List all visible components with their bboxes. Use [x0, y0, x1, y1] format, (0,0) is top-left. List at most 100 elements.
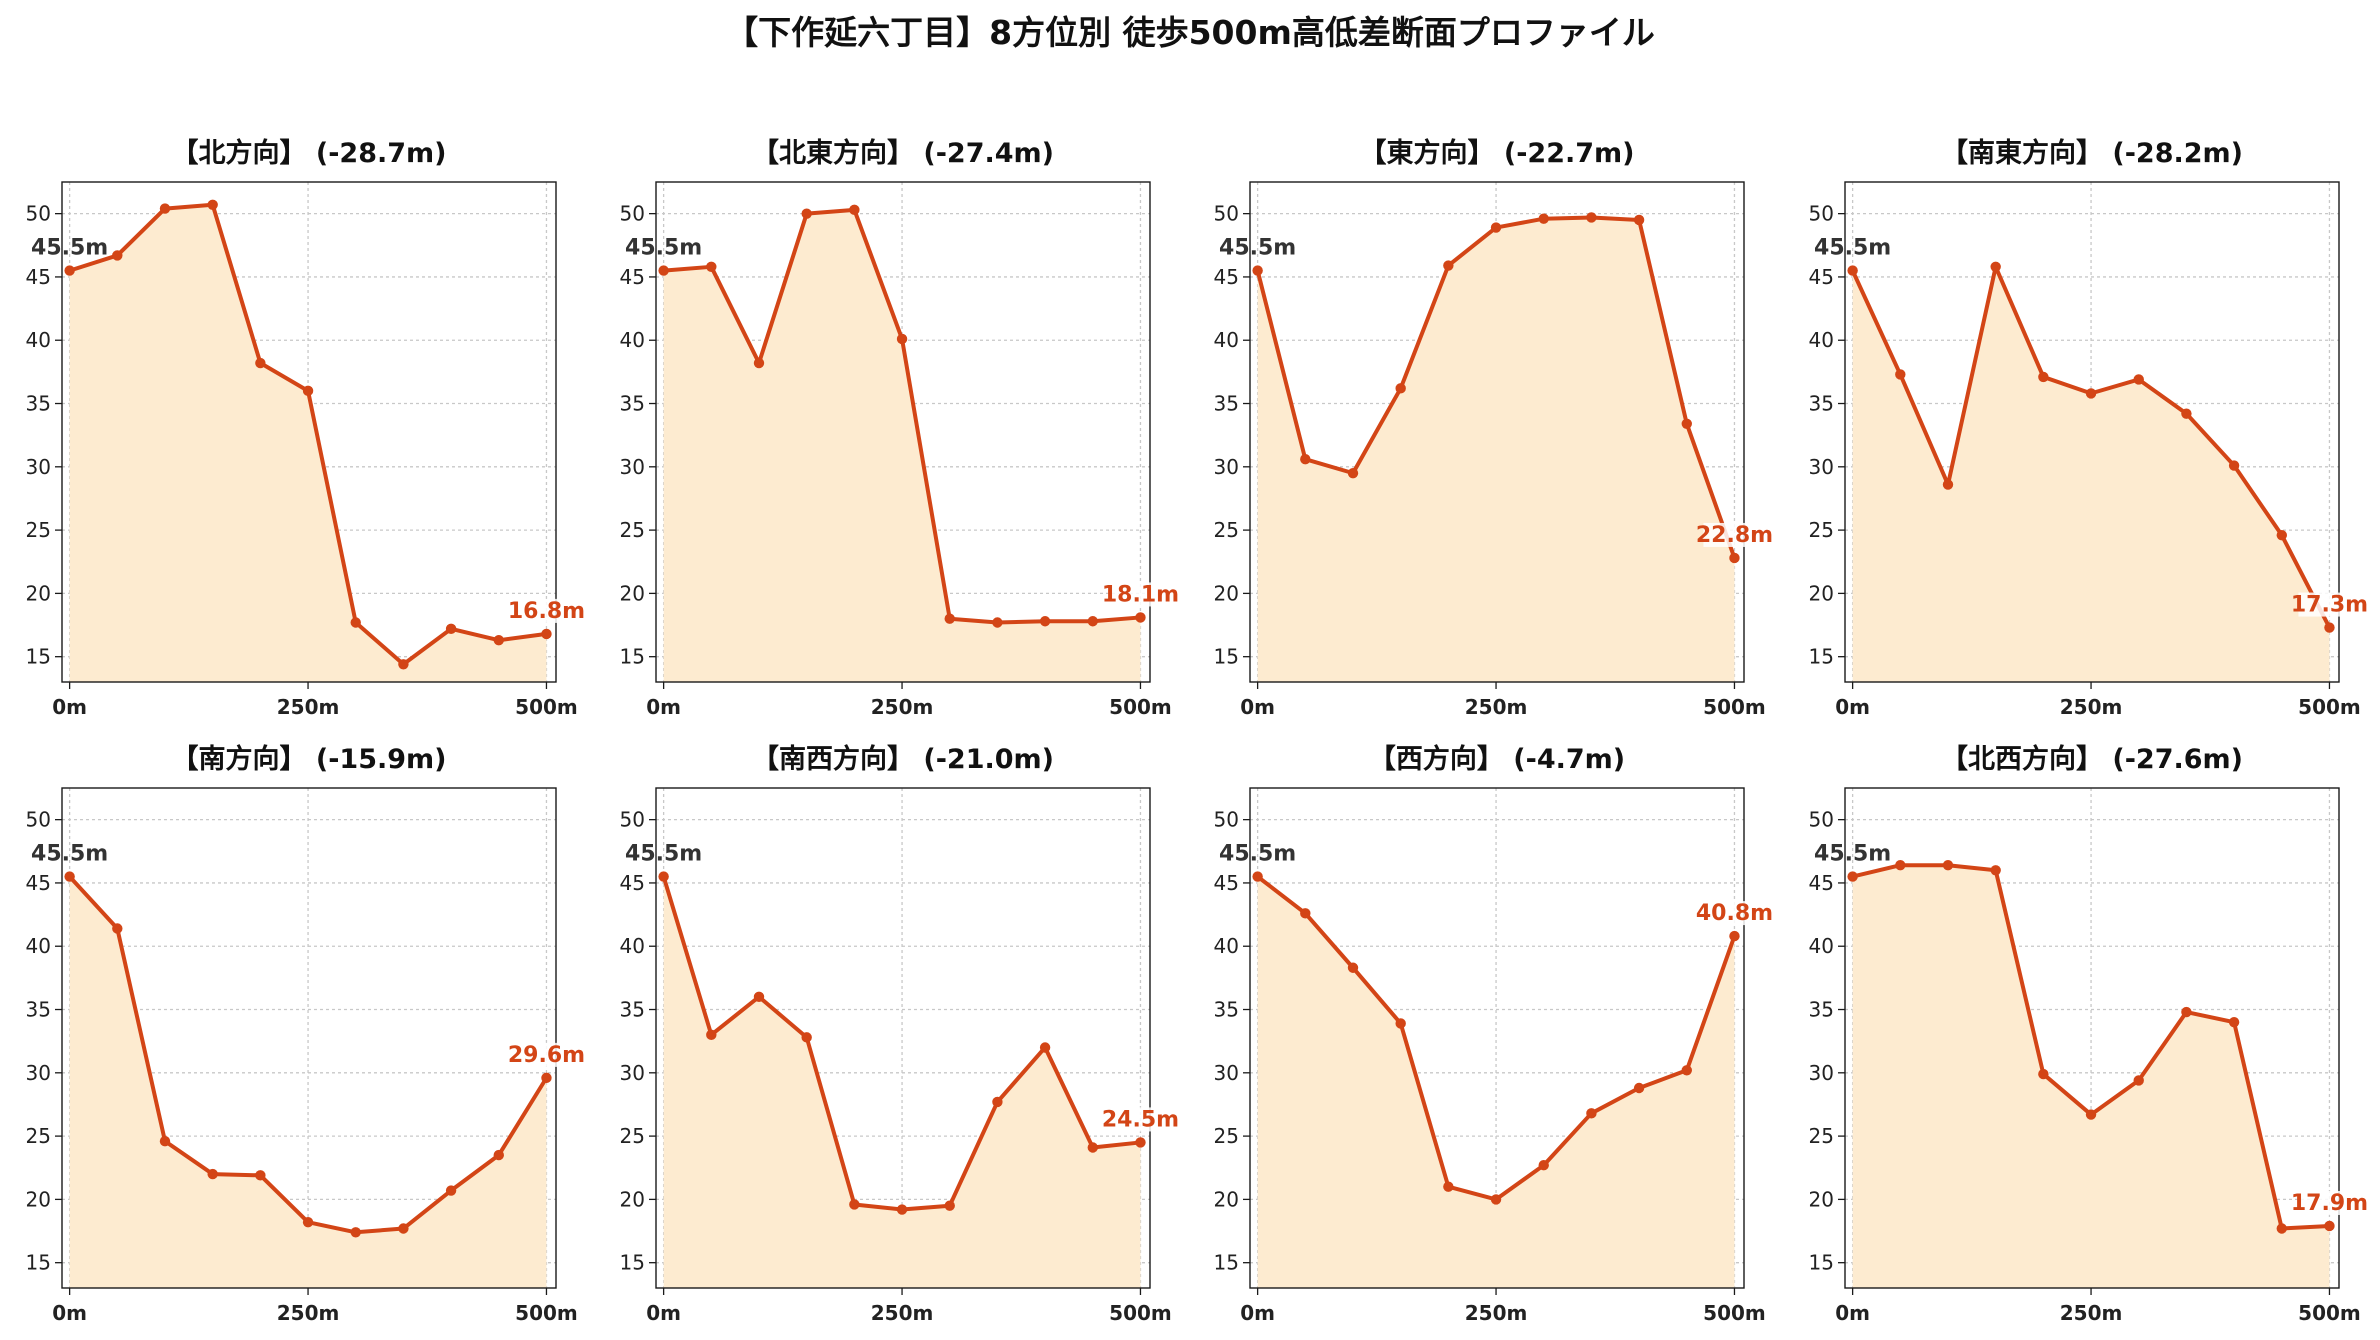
y-tick-label: 20 [1809, 1187, 1834, 1211]
data-point [706, 261, 717, 273]
data-point [1681, 1065, 1692, 1076]
elevation-area [663, 876, 1141, 1288]
data-point [944, 1200, 955, 1211]
y-tick-label: 35 [1214, 998, 1239, 1022]
y-tick-label: 50 [1809, 808, 1834, 832]
y-tick-label: 45 [1809, 871, 1834, 895]
data-point [1347, 467, 1359, 479]
y-tick-label: 40 [1809, 328, 1834, 352]
y-tick-label: 45 [1214, 871, 1239, 895]
end-elevation-label: 16.8m [508, 599, 585, 624]
y-tick-label: 20 [620, 581, 645, 605]
data-point [658, 265, 669, 276]
data-point [1729, 930, 1740, 942]
y-tick-label: 25 [620, 518, 645, 542]
x-tick-label: 500m [2298, 695, 2361, 719]
data-point [1681, 418, 1692, 429]
end-elevation-label: 29.6m [508, 1043, 585, 1068]
end-elevation-label: 40.8m [1696, 901, 1773, 926]
data-point [1490, 222, 1502, 233]
y-tick-label: 25 [1214, 518, 1239, 542]
data-point [350, 617, 361, 628]
data-point [992, 617, 1003, 628]
data-point [1633, 1082, 1645, 1094]
y-tick-label: 40 [1214, 328, 1239, 352]
data-point [398, 1223, 409, 1234]
data-point [1990, 865, 2001, 876]
elevation-area [663, 209, 1141, 683]
data-point [1942, 479, 1954, 490]
data-point [2276, 1223, 2287, 1234]
y-tick-label: 25 [26, 518, 51, 542]
x-tick-label: 0m [646, 1301, 681, 1325]
data-point [1252, 871, 1263, 882]
y-tick-label: 50 [1214, 202, 1239, 226]
y-tick-label: 25 [1214, 1124, 1239, 1148]
panel-title: 【南東方向】 (-28.2m) [1941, 137, 2243, 169]
start-elevation-label: 45.5m [625, 842, 702, 867]
data-point [159, 1135, 171, 1147]
y-tick-label: 20 [1214, 1187, 1239, 1211]
data-point [2181, 1006, 2192, 1018]
data-point [1135, 612, 1146, 623]
data-point [944, 613, 955, 624]
y-tick-label: 25 [26, 1124, 51, 1148]
y-tick-label: 30 [26, 1061, 51, 1085]
panel-title: 【北東方向】 (-27.4m) [752, 137, 1054, 169]
start-elevation-label: 45.5m [31, 842, 108, 867]
y-tick-label: 30 [1809, 455, 1834, 479]
data-point [1847, 871, 1858, 882]
y-tick-label: 20 [1214, 581, 1239, 605]
y-tick-label: 50 [26, 808, 51, 832]
data-point [2133, 374, 2144, 385]
x-tick-label: 500m [515, 695, 578, 719]
data-point [2324, 1220, 2335, 1232]
y-tick-label: 50 [620, 202, 645, 226]
panel-title: 【南西方向】 (-21.0m) [752, 743, 1054, 775]
start-elevation-label: 45.5m [1219, 842, 1296, 867]
y-tick-label: 40 [26, 934, 51, 958]
data-point [1087, 616, 1098, 627]
plot-frame [655, 787, 1151, 1289]
y-tick-label: 35 [1214, 392, 1239, 416]
data-point [1395, 383, 1406, 394]
y-tick-label: 40 [1214, 934, 1239, 958]
y-tick-label: 20 [620, 1187, 645, 1211]
data-point [753, 357, 765, 369]
y-tick-label: 35 [620, 392, 645, 416]
elevation-area [69, 876, 547, 1288]
y-tick-label: 30 [620, 455, 645, 479]
data-point [2324, 622, 2335, 633]
y-tick-label: 50 [1214, 808, 1239, 832]
data-point [1538, 1160, 1549, 1171]
data-point [2085, 388, 2097, 399]
plot-frame [61, 181, 557, 683]
x-tick-label: 500m [1109, 1301, 1172, 1325]
y-tick-label: 25 [1809, 1124, 1834, 1148]
figure-title: 【下作延六丁目】8方位別 徒歩500m高低差断面プロファイル [725, 13, 1655, 52]
x-tick-label: 0m [52, 695, 87, 719]
y-tick-label: 50 [620, 808, 645, 832]
elevation-area [1852, 266, 2330, 682]
end-label-background [1703, 901, 1766, 926]
data-point [1252, 265, 1263, 276]
y-tick-label: 15 [620, 645, 645, 669]
y-tick-label: 35 [620, 998, 645, 1022]
plot-frame [61, 787, 557, 1289]
plot-frame [1844, 787, 2340, 1289]
y-tick-label: 40 [26, 328, 51, 352]
data-point [1990, 261, 2001, 273]
data-point [207, 1168, 218, 1180]
end-label-background [1109, 1107, 1172, 1132]
data-point [1847, 265, 1858, 276]
data-point [1443, 1181, 1454, 1192]
x-tick-label: 500m [1109, 695, 1172, 719]
start-elevation-label: 45.5m [625, 236, 702, 261]
data-point [398, 659, 409, 670]
data-point [2085, 1109, 2097, 1120]
data-point [1347, 962, 1359, 973]
